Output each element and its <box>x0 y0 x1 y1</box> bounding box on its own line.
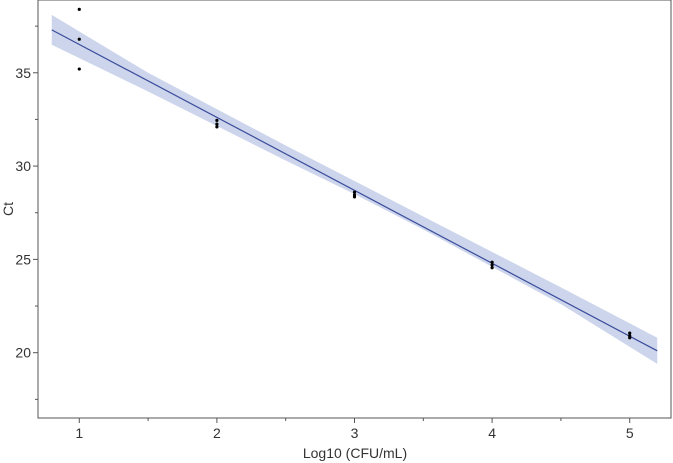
x-tick-label: 2 <box>213 425 221 441</box>
x-tick-label: 3 <box>351 425 359 441</box>
y-tick-label: 35 <box>15 65 31 81</box>
data-point <box>77 7 81 11</box>
fit-line-path <box>51 29 658 352</box>
data-point <box>352 190 357 194</box>
y-tick-label: 25 <box>15 251 31 267</box>
data-point <box>490 263 494 267</box>
y-axis: 20 25 30 35 <box>15 25 38 400</box>
data-point <box>215 118 219 122</box>
confidence-band-area <box>51 14 658 364</box>
regression-line <box>51 29 658 352</box>
data-point <box>352 195 357 199</box>
data-point <box>628 336 632 340</box>
plot-border <box>37 0 672 419</box>
y-axis-label: Ct <box>0 202 16 216</box>
data-point <box>77 67 81 71</box>
x-tick-label: 5 <box>626 425 634 441</box>
x-tick-label: 4 <box>488 425 496 441</box>
x-axis: 1 2 3 4 5 <box>75 418 634 441</box>
y-tick-label: 30 <box>15 158 31 174</box>
x-tick-label: 1 <box>75 425 83 441</box>
data-point <box>490 266 494 270</box>
data-points <box>77 7 632 340</box>
data-point <box>490 260 494 264</box>
x-axis-label: Log10 (CFU/mL) <box>303 445 407 461</box>
confidence-band <box>51 14 658 364</box>
data-point <box>77 37 81 41</box>
data-point <box>215 122 219 126</box>
y-tick-label: 20 <box>15 345 31 361</box>
data-point <box>215 125 219 129</box>
data-point <box>628 331 632 335</box>
plot-panel <box>37 0 672 419</box>
